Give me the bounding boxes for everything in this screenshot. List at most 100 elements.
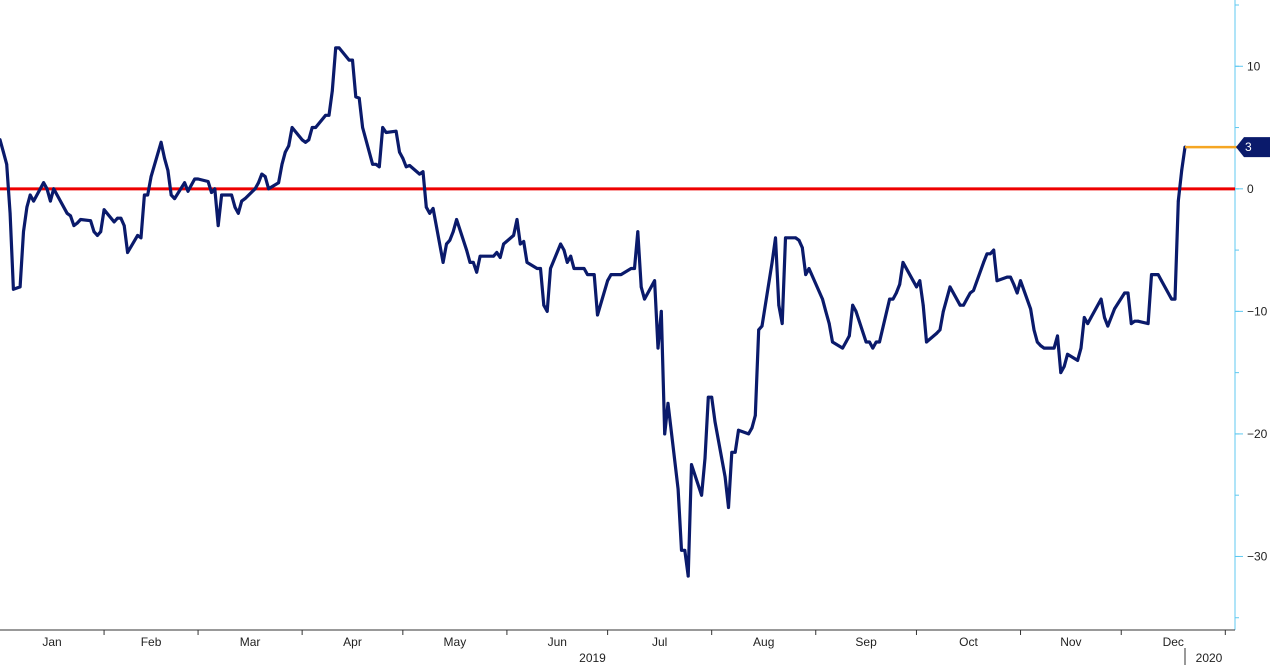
data-point [220,193,224,197]
data-point [260,172,264,176]
data-point [690,463,693,466]
data-point [102,208,106,212]
data-point [441,261,445,264]
data-point [424,205,428,209]
data-point [99,230,103,234]
data-point [1015,291,1019,295]
data-point [589,273,593,276]
data-point [277,181,280,185]
data-point [619,273,623,276]
data-point [730,450,734,454]
data-point [780,322,784,325]
data-point [804,273,808,276]
data-point [1103,316,1106,319]
data-point [874,340,878,344]
data-point [143,193,146,197]
data-point [985,252,989,256]
data-point [629,267,633,270]
x-year-label: 2020 [1196,651,1223,665]
data-point [1113,307,1116,311]
y-tick-label: −20 [1247,427,1268,441]
data-point [122,224,126,228]
y-tick-label: −30 [1247,549,1268,563]
data-point [240,199,244,203]
data-point [394,129,398,133]
data-point [911,279,915,283]
data-point [149,175,153,179]
data-point [663,432,667,436]
data-point [753,414,757,417]
data-point [334,46,338,50]
data-point [918,279,922,283]
data-point [609,273,613,276]
data-point [283,150,287,154]
data-point [888,297,891,301]
x-month-label: Nov [1060,635,1081,649]
data-point [686,574,690,578]
data-point [1052,346,1056,350]
data-point [794,236,797,240]
data-point [723,475,727,479]
data-point [1035,340,1039,344]
data-point [659,310,663,313]
data-point [559,242,562,246]
data-point [988,252,992,256]
data-point [539,267,542,270]
data-point [894,291,898,295]
data-point [1160,279,1163,283]
data-point [703,457,707,460]
data-point [1066,352,1069,356]
data-point [465,248,468,252]
data-point [535,267,539,270]
data-point [1170,297,1173,301]
data-point [824,310,828,313]
data-point [324,113,327,117]
data-point [854,310,858,313]
data-point [451,230,455,234]
data-point [995,279,999,283]
data-point [633,267,636,270]
data-point [901,261,905,264]
data-point [1059,371,1063,374]
data-point [522,240,526,243]
data-point [126,251,129,254]
x-month-label: Jun [548,635,567,649]
data-point [267,187,270,191]
data-point [750,426,754,430]
data-point [1079,346,1083,350]
data-point [236,211,240,215]
data-point [972,289,975,292]
data-point [471,261,475,264]
data-point [643,297,646,301]
data-point [938,328,942,332]
data-point [958,303,962,307]
data-point [475,270,479,274]
data-point [139,236,143,240]
y-tick-label: −10 [1247,304,1268,318]
data-point [962,303,965,307]
data-point [183,181,187,185]
data-point [1086,322,1090,325]
data-point [196,177,200,181]
data-point [42,181,45,185]
data-point [864,340,868,344]
data-point [1032,328,1036,332]
data-point [945,297,949,301]
data-point [582,267,586,270]
data-point [562,248,566,252]
data-point [2,150,5,154]
data-point [841,346,844,350]
data-point [75,221,79,225]
data-point [1005,275,1009,279]
data-point [287,144,291,148]
data-point [498,256,502,259]
data-point [257,181,260,185]
data-point [1012,283,1016,286]
data-point [925,340,928,344]
last-value-label: 3 [1245,140,1252,154]
data-point [797,238,801,242]
data-point [96,234,99,237]
data-point [542,303,546,307]
data-point [1089,316,1093,319]
data-point [12,287,15,291]
